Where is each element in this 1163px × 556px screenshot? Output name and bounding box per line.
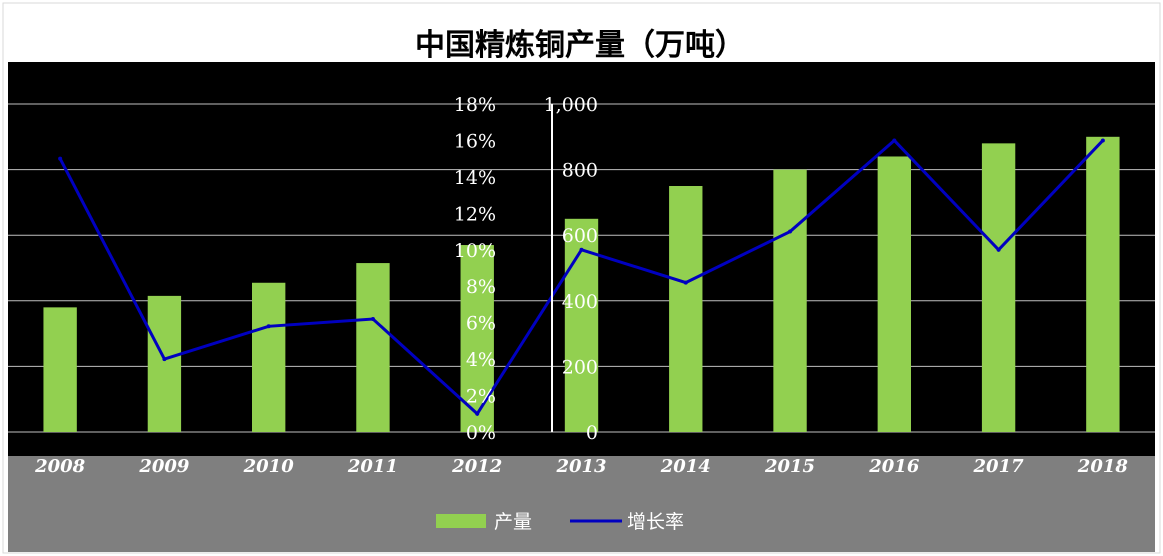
y-tick-right-6%: 6% <box>466 313 496 335</box>
x-tick-2011: 2011 <box>347 456 398 477</box>
growth-point-2015 <box>788 229 793 234</box>
x-tick-2009: 2009 <box>138 456 190 477</box>
growth-point-2012 <box>475 411 480 416</box>
bar-2008 <box>43 307 77 432</box>
x-tick-2017: 2017 <box>973 456 1025 477</box>
bar-2016 <box>877 156 912 433</box>
bars-layer <box>43 136 1120 433</box>
axis-layer: 0 200 400 600 800 1,000 0% 2% 4% 6% 8% 10% 12% 14% 16%… <box>34 94 1128 477</box>
growth-point-2011 <box>370 317 375 322</box>
x-tick-2013: 2013 <box>555 456 606 477</box>
bar-2011 <box>356 263 390 432</box>
x-tick-2014: 2014 <box>660 456 711 477</box>
bar-2018 <box>1086 136 1120 433</box>
y-tick-left-1,000: 1,000 <box>544 94 598 116</box>
bar-2015 <box>773 169 807 432</box>
x-tick-2015: 2015 <box>764 456 815 477</box>
y-tick-left-200: 200 <box>562 356 598 378</box>
bar-2014 <box>669 186 703 432</box>
x-tick-2012: 2012 <box>451 456 502 477</box>
y-tick-left-600: 600 <box>562 225 598 247</box>
y-tick-right-8%: 8% <box>466 276 496 298</box>
growth-point-2014 <box>683 280 688 285</box>
growth-point-2016 <box>892 138 897 143</box>
y-tick-right-0%: 0% <box>466 422 496 444</box>
y-tick-right-2%: 2% <box>466 386 496 408</box>
y-tick-right-12%: 12% <box>454 203 496 225</box>
legend: 产量 增长率 <box>436 511 684 533</box>
legend-band <box>8 456 1155 552</box>
bar-2010 <box>251 282 286 432</box>
growth-point-2009 <box>162 357 167 362</box>
chart-title: 中国精炼铜产量（万吨） <box>415 28 745 63</box>
legend-label-line: 增长率 <box>627 511 684 533</box>
bar-2012 <box>460 245 494 432</box>
growth-point-2013 <box>579 247 584 252</box>
x-tick-2018: 2018 <box>1077 456 1129 477</box>
growth-point-2010 <box>266 324 271 329</box>
y-tick-right-14%: 14% <box>454 167 496 189</box>
y-tick-left-0: 0 <box>586 422 598 444</box>
x-tick-2008: 2008 <box>34 456 86 477</box>
y-tick-right-10%: 10% <box>454 240 496 262</box>
y-tick-right-18%: 18% <box>454 94 496 116</box>
bar-2017 <box>981 143 1016 433</box>
y-tick-left-800: 800 <box>562 160 598 182</box>
y-tick-left-400: 400 <box>562 291 598 313</box>
line-layer <box>58 138 1105 417</box>
legend-label-bar: 产量 <box>494 511 532 533</box>
legend-swatch-bar <box>436 514 486 528</box>
y-tick-right-4%: 4% <box>466 349 496 371</box>
growth-point-2008 <box>58 156 63 161</box>
x-tick-2016: 2016 <box>868 456 920 477</box>
growth-point-2017 <box>996 247 1001 252</box>
growth-point-2018 <box>1100 138 1105 143</box>
bar-2009 <box>147 295 182 432</box>
y-tick-right-16%: 16% <box>454 130 496 152</box>
x-tick-2010: 2010 <box>243 456 295 477</box>
